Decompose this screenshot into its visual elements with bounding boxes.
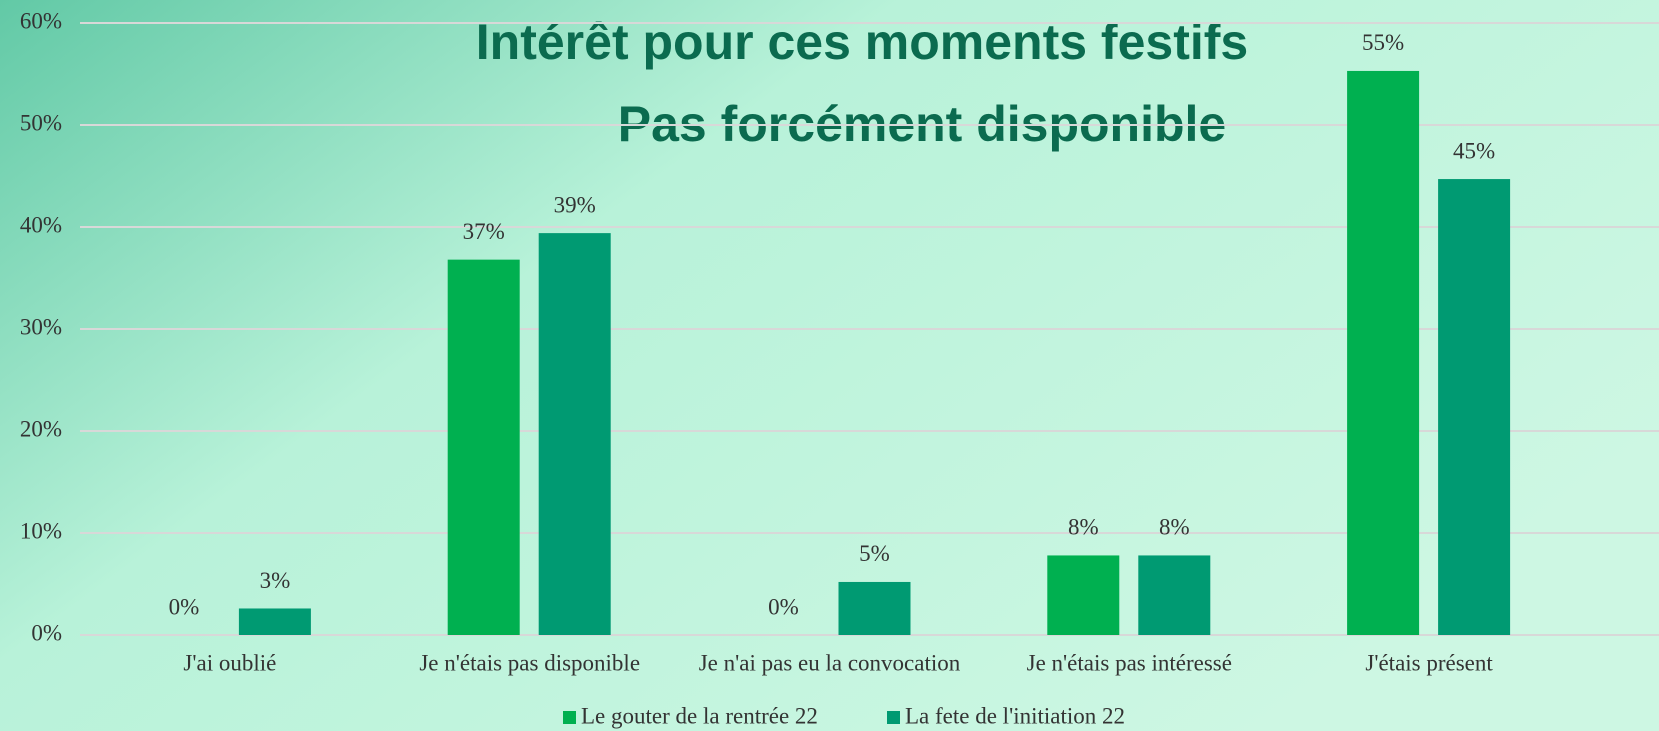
bar: [1047, 555, 1120, 635]
y-tick-label: 50%: [20, 110, 62, 135]
x-tick-label: J'ai oublié: [183, 650, 276, 675]
y-tick-label: 20%: [20, 416, 62, 441]
data-label: 55%: [1362, 30, 1404, 55]
x-tick-label: J'étais présent: [1365, 650, 1493, 675]
bar: [447, 259, 520, 635]
bar: [1138, 555, 1211, 635]
bar: [838, 581, 911, 635]
data-label: 37%: [463, 219, 505, 244]
bar: [238, 608, 311, 635]
data-label: 39%: [554, 192, 596, 217]
y-tick-label: 40%: [20, 212, 62, 237]
x-tick-label: Je n'ai pas eu la convocation: [699, 650, 961, 675]
y-tick-label: 60%: [20, 8, 62, 33]
data-label: 0%: [169, 594, 200, 619]
legend-label: Le gouter de la rentrée 22: [581, 703, 818, 728]
bar: [538, 233, 611, 635]
legend-swatch: [887, 711, 900, 724]
data-label: 8%: [1068, 515, 1099, 540]
x-tick-label: Je n'étais pas disponible: [419, 650, 640, 675]
legend-label: La fete de l'initiation 22: [905, 703, 1125, 728]
y-tick-label: 0%: [31, 620, 62, 645]
bar: [1347, 70, 1420, 635]
y-tick-label: 30%: [20, 314, 62, 339]
data-label: 3%: [260, 568, 291, 593]
x-tick-label: Je n'étais pas intéressé: [1027, 650, 1232, 675]
data-label: 8%: [1159, 515, 1190, 540]
data-label: 0%: [768, 594, 799, 619]
bar: [1438, 179, 1511, 635]
legend-swatch: [563, 711, 576, 724]
data-label: 5%: [859, 541, 890, 566]
data-label: 45%: [1453, 138, 1495, 163]
y-tick-label: 10%: [20, 518, 62, 543]
